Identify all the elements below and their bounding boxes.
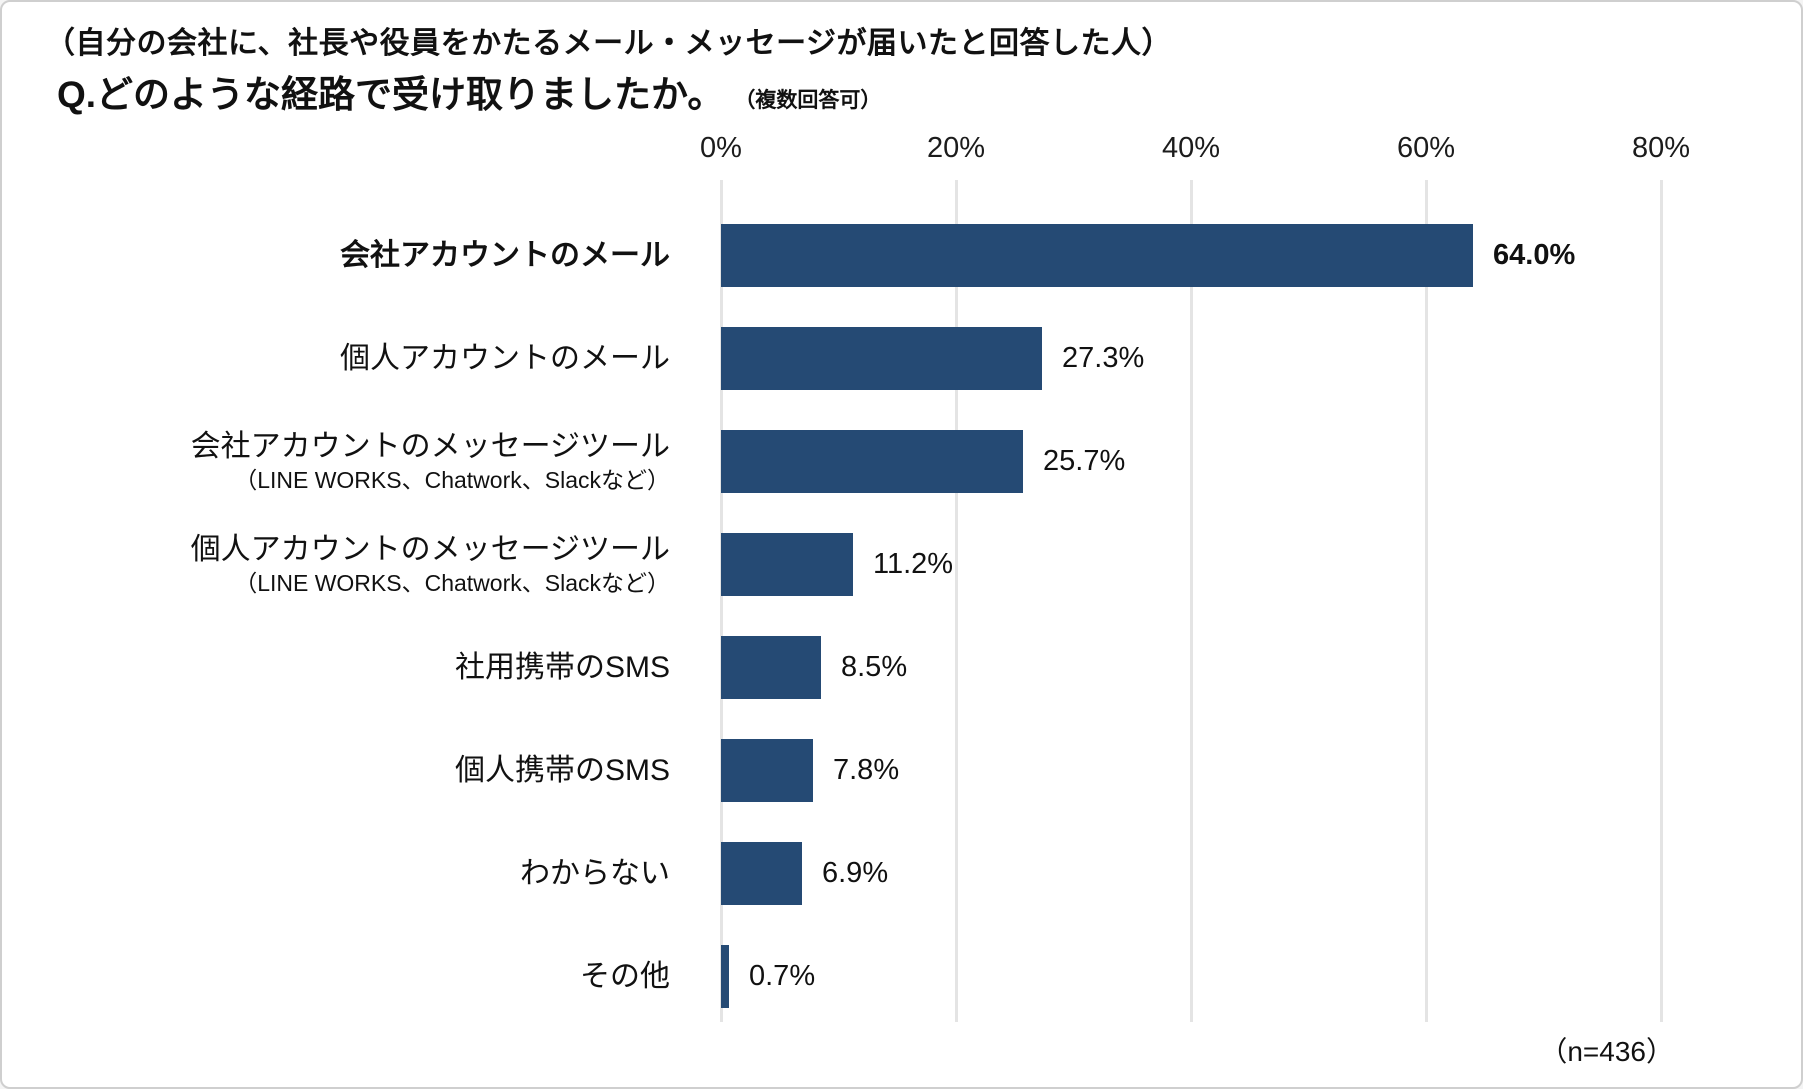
category-label-main: 個人アカウントのメール	[340, 341, 670, 375]
gridline-0	[720, 180, 723, 1022]
bar-value-2: 25.7%	[1043, 445, 1126, 477]
bar-4	[721, 636, 821, 699]
gridline-60	[1425, 180, 1428, 1022]
category-label-4: 社用携帯のSMS	[2, 649, 670, 687]
bar-6	[721, 842, 802, 905]
bar-5	[721, 739, 813, 802]
category-label-7: その他	[2, 958, 670, 996]
chart-subject-line: （自分の会社に、社長や役員をかたるメール・メッセージが届いたと回答した人）	[45, 27, 1172, 60]
category-label-sub: （LINE WORKS、Chatwork、Slackなど）	[234, 570, 670, 596]
bar-value-3: 11.2%	[873, 548, 954, 580]
xtick-label-40: 40%	[1161, 132, 1221, 164]
category-label-2: 会社アカウントのメッセージツール （LINE WORKS、Chatwork、Sl…	[2, 428, 670, 495]
gridline-20	[955, 180, 958, 1022]
category-label-main: 会社アカウントのメール	[340, 238, 670, 272]
bar-value-0: 64.0%	[1493, 239, 1576, 271]
bar-1	[721, 327, 1042, 390]
xtick-label-0: 0%	[700, 132, 742, 164]
xtick-label-80: 80%	[1631, 132, 1691, 164]
category-label-main: 社用携帯のSMS	[454, 650, 670, 684]
bar-0	[721, 224, 1473, 287]
bar-7	[721, 945, 729, 1008]
category-label-5: 個人携帯のSMS	[2, 752, 670, 790]
category-label-main: 個人携帯のSMS	[454, 753, 670, 787]
xtick-label-60: 60%	[1396, 132, 1456, 164]
gridline-40	[1190, 180, 1193, 1022]
bar-2	[721, 430, 1023, 493]
bar-3	[721, 533, 853, 596]
bar-value-4: 8.5%	[841, 651, 908, 683]
sample-size-label: （n=436）	[1539, 1036, 1674, 1067]
chart-question: Q.どのような経路で受け取りましたか。 （複数回答可）	[57, 64, 881, 118]
category-label-0: 会社アカウントのメール	[2, 237, 670, 275]
category-label-main: 個人アカウントのメッセージツール	[190, 533, 670, 566]
question-text: Q.どのような経路で受け取りましたか。	[57, 74, 725, 115]
category-label-main: 会社アカウントのメッセージツール	[190, 430, 670, 463]
category-label-sub: （LINE WORKS、Chatwork、Slackなど）	[234, 467, 670, 493]
bar-value-1: 27.3%	[1062, 342, 1145, 374]
gridline-80	[1660, 180, 1663, 1022]
bar-value-5: 7.8%	[833, 754, 900, 786]
category-label-main: わからない	[520, 856, 670, 890]
question-note: （複数回答可）	[734, 89, 882, 112]
xtick-label-20: 20%	[926, 132, 986, 164]
category-label-6: わからない	[2, 855, 670, 893]
category-label-1: 個人アカウントのメール	[2, 340, 670, 378]
category-label-main: その他	[580, 959, 670, 993]
bar-value-7: 0.7%	[749, 960, 816, 992]
category-label-3: 個人アカウントのメッセージツール （LINE WORKS、Chatwork、Sl…	[2, 531, 670, 598]
bar-value-6: 6.9%	[822, 857, 889, 889]
